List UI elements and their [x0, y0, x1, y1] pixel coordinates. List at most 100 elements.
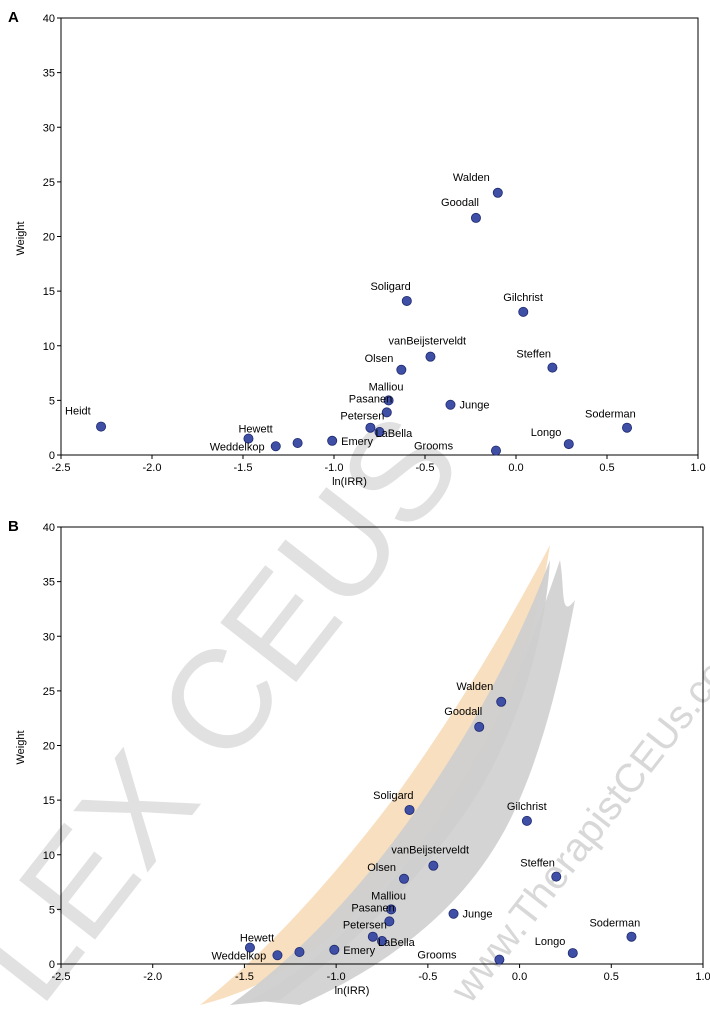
data-point: [292, 437, 303, 448]
point-label: Goodall: [444, 706, 482, 718]
point-label: LaBella: [376, 428, 414, 440]
point-label: Malliou: [371, 890, 406, 902]
point-label: Grooms: [414, 441, 454, 453]
point-label: Grooms: [417, 950, 457, 962]
data-point: [563, 439, 574, 450]
point-label: Soderman: [585, 409, 636, 421]
point-label: Soligard: [370, 281, 410, 293]
watermark-feather-gray: [250, 560, 575, 1005]
point-label: Gilchrist: [507, 801, 547, 813]
panel-label: B: [8, 518, 19, 535]
point-label: Petersen: [340, 411, 384, 423]
data-point: [551, 871, 562, 882]
data-point: [270, 441, 281, 452]
data-point: [428, 860, 439, 871]
point-label: Steffen: [516, 349, 551, 361]
y-tick-label: 5: [49, 395, 55, 407]
data-point: [547, 362, 558, 373]
data-point: [399, 873, 410, 884]
x-tick-label: -2.5: [52, 971, 71, 983]
y-tick-label: 40: [43, 522, 55, 534]
data-point: [490, 445, 501, 456]
y-tick-label: 0: [49, 450, 55, 462]
point-label: LaBella: [378, 937, 416, 949]
data-point: [381, 407, 392, 418]
point-label: Olsen: [367, 862, 396, 874]
x-tick-label: -0.5: [416, 462, 435, 474]
y-axis-title: Weight: [15, 730, 27, 764]
data-point: [244, 942, 255, 953]
data-point: [386, 904, 397, 915]
y-tick-label: 0: [49, 959, 55, 971]
y-tick-label: 25: [43, 686, 55, 698]
x-axis-title: ln(IRR): [332, 476, 367, 488]
data-point: [518, 306, 529, 317]
x-tick-label: 0.5: [599, 462, 614, 474]
data-point: [329, 944, 340, 955]
point-label: Hewett: [240, 933, 274, 945]
y-tick-label: 35: [43, 577, 55, 589]
point-label: Junge: [463, 909, 493, 921]
x-tick-label: 0.5: [604, 971, 619, 983]
y-tick-label: 35: [43, 68, 55, 80]
point-label: Emery: [343, 945, 375, 957]
data-point: [474, 721, 485, 732]
x-tick-label: 0.0: [512, 971, 527, 983]
x-tick-label: -1.0: [325, 462, 344, 474]
data-point: [401, 295, 412, 306]
data-point: [445, 399, 456, 410]
point-label: Malliou: [369, 381, 404, 393]
data-point: [396, 364, 407, 375]
point-label: Soligard: [373, 790, 413, 802]
point-label: Olsen: [365, 353, 394, 365]
point-label: Soderman: [589, 918, 640, 930]
chart-panel-a: A 0 5 10 15 20 25 30 35 40 -2.5 -2.0 -1.5 -1.0 -0.5 0.0…: [8, 9, 706, 488]
point-label: Walden: [453, 172, 490, 184]
data-point: [367, 931, 378, 942]
point-label: Longo: [531, 427, 562, 439]
data-point: [294, 946, 305, 957]
x-tick-label: -0.5: [418, 971, 437, 983]
data-point: [567, 948, 578, 959]
data-point: [425, 351, 436, 362]
x-tick-label: -1.0: [327, 971, 346, 983]
point-label: Gilchrist: [503, 292, 543, 304]
data-point: [404, 804, 415, 815]
point-label: Weddelkop: [210, 441, 265, 453]
y-tick-label: 30: [43, 631, 55, 643]
point-label: vanBeijsterveldt: [391, 845, 469, 857]
data-point: [327, 435, 338, 446]
x-axis-title: ln(IRR): [335, 985, 370, 997]
point-label: Hewett: [238, 424, 272, 436]
x-tick-label: -2.0: [143, 462, 162, 474]
data-point: [470, 212, 481, 223]
x-tick-label: -1.5: [234, 462, 253, 474]
data-point: [521, 815, 532, 826]
y-tick-label: 10: [43, 341, 55, 353]
point-label: Junge: [459, 400, 489, 412]
y-tick-label: 40: [43, 13, 55, 25]
point-label: Petersen: [343, 920, 387, 932]
data-point: [384, 916, 395, 927]
data-point: [374, 427, 385, 438]
point-label: Pasanen: [351, 902, 394, 914]
y-tick-label: 15: [43, 286, 55, 298]
data-point: [622, 422, 633, 433]
data-point: [365, 422, 376, 433]
point-label: Emery: [341, 436, 373, 448]
x-tick-label: 0.0: [508, 462, 523, 474]
point-label: Pasanen: [349, 393, 392, 405]
y-tick-label: 5: [49, 904, 55, 916]
panel-label: A: [8, 9, 19, 26]
y-tick-label: 15: [43, 795, 55, 807]
y-tick-label: 10: [43, 850, 55, 862]
x-tick-label: 1.0: [695, 971, 710, 983]
data-point: [448, 908, 459, 919]
point-label: vanBeijsterveldt: [388, 336, 466, 348]
y-axis-title: Weight: [15, 221, 27, 255]
y-tick-label: 25: [43, 177, 55, 189]
y-tick-label: 20: [43, 232, 55, 244]
x-tick-label: -2.5: [52, 462, 71, 474]
x-tick-label: -2.0: [143, 971, 162, 983]
